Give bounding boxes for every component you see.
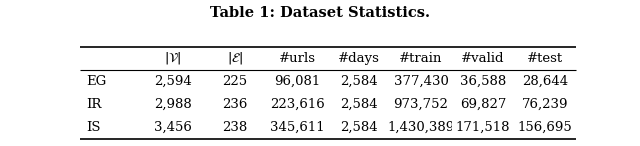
Text: Table 1: Dataset Statistics.: Table 1: Dataset Statistics. — [210, 6, 430, 20]
